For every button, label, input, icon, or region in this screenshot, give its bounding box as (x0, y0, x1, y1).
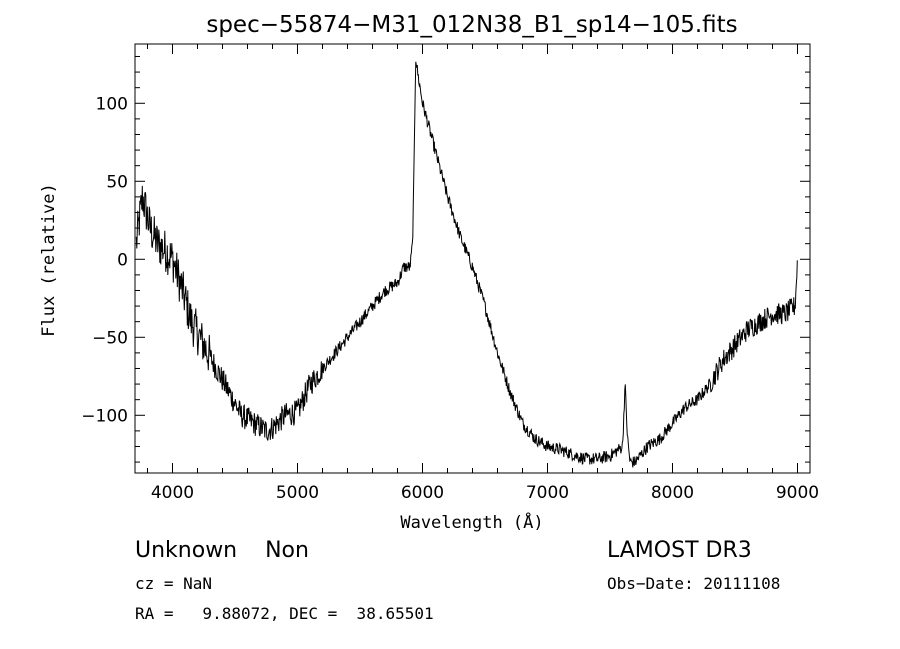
survey-label: LAMOST DR3 (607, 538, 752, 563)
x-tick-label: 9000 (776, 483, 819, 503)
chart-title: spec−55874−M31_012N38_B1_sp14−105.fits (206, 12, 737, 38)
redshift-label: cz = NaN (135, 574, 213, 593)
object-class-label: Unknown Non (135, 538, 309, 563)
axis-tick-labels: 4000 5000 6000 7000 8000 9000 −100 −50 0 50 100 (81, 94, 819, 503)
axis-ticks (135, 44, 810, 473)
y-axis-label: Flux (relative) (39, 183, 59, 337)
x-axis-label: Wavelength (Å) (400, 511, 543, 533)
x-tick-label: 6000 (401, 483, 444, 503)
obs-date-label: Obs−Date: 20111108 (607, 574, 781, 593)
y-tick-label: 100 (96, 94, 128, 114)
spectrum-line (135, 61, 798, 468)
x-tick-label: 5000 (276, 483, 319, 503)
y-tick-label: 0 (117, 250, 128, 270)
x-tick-label: 8000 (651, 483, 694, 503)
y-tick-label: −50 (92, 328, 128, 348)
y-tick-label: 50 (106, 172, 128, 192)
x-tick-label: 4000 (151, 483, 194, 503)
coordinates-label: RA = 9.88072, DEC = 38.65501 (135, 604, 434, 623)
y-tick-label: −100 (81, 406, 128, 426)
x-tick-label: 7000 (526, 483, 569, 503)
